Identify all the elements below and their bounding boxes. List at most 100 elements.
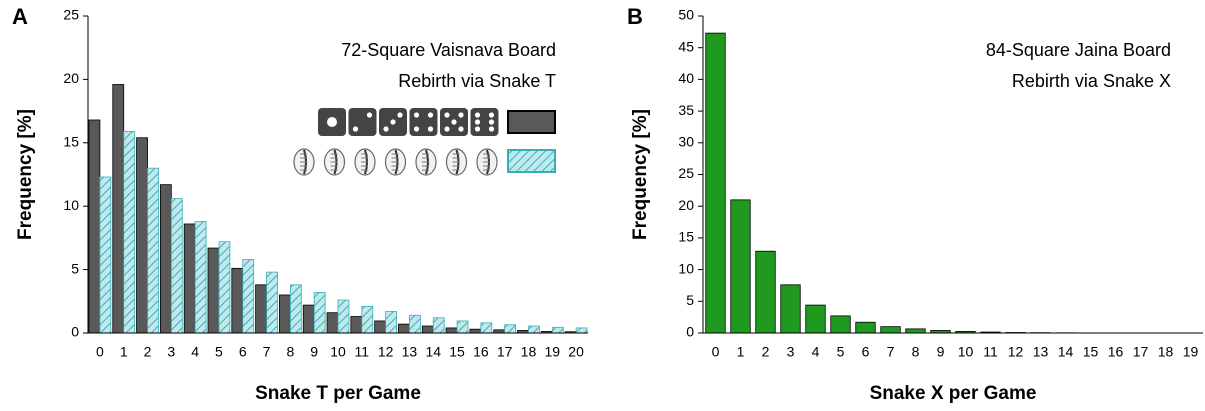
annotation: 84-Square Jaina Board — [986, 40, 1171, 60]
y-tick-label: 40 — [678, 70, 694, 86]
bar — [123, 130, 136, 334]
x-tick-label: 0 — [96, 344, 104, 360]
dice-icon — [409, 108, 438, 136]
x-tick-label: 16 — [473, 344, 489, 360]
y-tick-label: 0 — [686, 324, 694, 340]
x-axis-label: Snake X per Game — [870, 383, 1037, 404]
y-tick-label: 5 — [71, 260, 79, 276]
y-axis-label: Frequency [%] — [630, 109, 651, 240]
x-tick-label: 16 — [1108, 344, 1124, 360]
pip — [427, 126, 434, 132]
x-tick-label: 9 — [310, 344, 318, 360]
die — [409, 108, 438, 136]
x-tick-label: 11 — [355, 344, 370, 360]
x-tick-label: 4 — [191, 344, 199, 360]
bar — [805, 304, 826, 334]
pip — [458, 126, 464, 132]
bar — [755, 250, 776, 334]
dice-icon — [440, 108, 468, 136]
bar — [905, 328, 926, 334]
bar — [398, 323, 410, 334]
x-tick-label: 10 — [330, 344, 346, 360]
bar — [575, 327, 588, 334]
bar — [445, 327, 458, 334]
bar — [170, 198, 183, 334]
panel-label: A — [12, 4, 28, 29]
x-tick-label: 11 — [983, 344, 998, 360]
x-axis-label: Snake T per Game — [255, 383, 421, 404]
pip — [383, 126, 389, 132]
x-tick-label: 12 — [1008, 344, 1024, 360]
pip — [488, 119, 495, 125]
bar — [780, 284, 801, 334]
bar — [326, 312, 339, 334]
bar — [830, 315, 851, 334]
bar — [469, 328, 482, 334]
x-tick-label: 1 — [737, 344, 745, 360]
pip — [474, 112, 481, 118]
bar — [374, 320, 387, 334]
x-tick-label: 7 — [887, 344, 895, 360]
x-tick-label: 1 — [120, 344, 128, 360]
y-tick-label: 30 — [678, 134, 694, 150]
bar — [289, 284, 302, 334]
x-tick-label: 19 — [1183, 344, 1199, 360]
x-tick-label: 19 — [544, 344, 560, 360]
cowrie-icon — [384, 148, 407, 176]
x-tick-label: 14 — [425, 344, 441, 360]
x-tick-label: 6 — [239, 344, 247, 360]
x-tick-label: 18 — [1158, 344, 1174, 360]
cowrie-icon — [476, 148, 498, 176]
bar — [99, 176, 112, 334]
bar — [313, 292, 326, 334]
pip — [451, 119, 457, 125]
annotation: 72-Square Vaisnava Board — [341, 40, 556, 60]
dice-icon — [379, 108, 407, 136]
bar — [88, 119, 101, 334]
die — [470, 108, 499, 136]
x-tick-label: 8 — [912, 344, 920, 360]
pip — [390, 119, 396, 125]
bar — [528, 325, 540, 334]
x-tick-label: 4 — [812, 344, 820, 360]
bar — [409, 314, 421, 334]
x-tick-label: 12 — [378, 344, 394, 360]
bar — [242, 259, 255, 334]
bar — [361, 305, 374, 334]
x-tick-label: 2 — [762, 344, 770, 360]
x-tick-label: 14 — [1058, 344, 1074, 360]
pip — [427, 112, 434, 118]
legend-swatch — [507, 110, 556, 134]
x-tick-label: 13 — [1033, 344, 1049, 360]
bar — [147, 167, 159, 334]
x-tick-label: 9 — [937, 344, 945, 360]
dice-icon — [318, 108, 346, 136]
y-tick-label: 50 — [678, 7, 694, 23]
x-tick-label: 5 — [837, 344, 845, 360]
x-tick-label: 15 — [449, 344, 465, 360]
pip — [327, 117, 337, 127]
y-tick-label: 0 — [71, 324, 79, 340]
y-tick-label: 10 — [63, 197, 79, 213]
x-tick-label: 0 — [712, 344, 720, 360]
die — [348, 108, 377, 136]
bar — [705, 32, 726, 334]
bar — [421, 325, 434, 334]
dice-icon — [348, 108, 377, 136]
dice-icon — [470, 108, 499, 136]
bar — [432, 317, 445, 334]
bar — [302, 304, 315, 334]
bar — [350, 316, 363, 334]
bar — [385, 311, 397, 334]
x-tick-label: 3 — [787, 344, 795, 360]
bar — [880, 326, 901, 334]
bar — [159, 184, 172, 334]
x-tick-label: 13 — [402, 344, 418, 360]
x-tick-label: 5 — [215, 344, 223, 360]
y-tick-label: 25 — [63, 7, 79, 23]
bar — [218, 241, 231, 334]
pip — [488, 126, 495, 132]
y-tick-label: 45 — [678, 38, 694, 54]
pip — [444, 112, 450, 118]
y-tick-label: 5 — [686, 292, 694, 308]
